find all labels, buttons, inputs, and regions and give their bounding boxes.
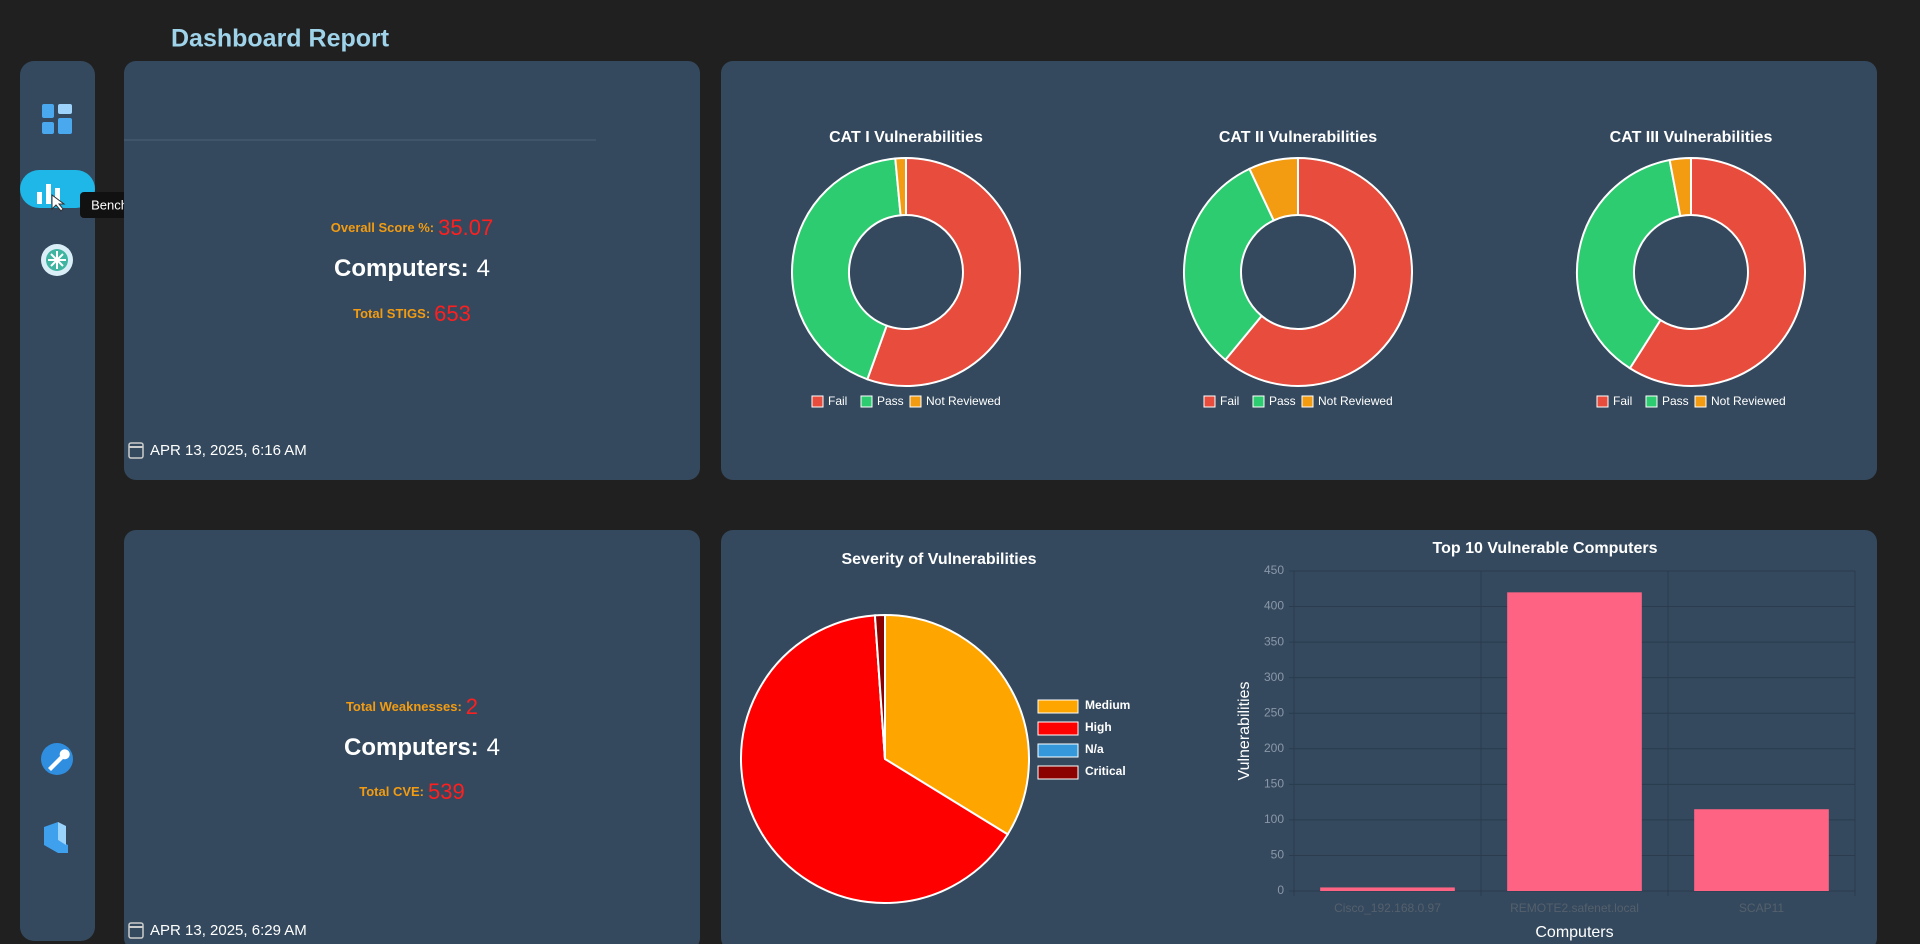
nav-dashboard[interactable] (42, 104, 72, 134)
wedge (740, 614, 1010, 904)
legend-label: Not Reviewed (1711, 394, 1786, 408)
cve-label: Total CVE: (359, 784, 424, 799)
computers-line: Computers: 4 (334, 255, 490, 282)
legend-swatch (1037, 699, 1079, 714)
legend-swatch (1037, 765, 1079, 780)
y-tick-label: 350 (1264, 634, 1284, 648)
computers: 4 (477, 255, 490, 282)
chart-title: Severity of Vulnerabilities (841, 551, 1036, 568)
y-tick-label: 300 (1264, 670, 1284, 684)
wedge (894, 156, 907, 217)
chart-title: CAT III Vulnerabilities (1610, 129, 1773, 146)
y-tick-label: 450 (1264, 563, 1284, 577)
legend-swatch (1694, 395, 1707, 408)
wedge (866, 156, 1021, 387)
nav-settings[interactable] (41, 743, 73, 775)
wedge (873, 613, 886, 760)
computers-line: Computers: 4 (344, 734, 500, 761)
bar (1320, 887, 1455, 891)
nav-cve[interactable] (41, 244, 73, 276)
cve-total: 539 (428, 779, 465, 804)
legend-swatch (1037, 743, 1079, 758)
legend-label: Fail (1613, 394, 1632, 408)
nav-benchmark[interactable] (20, 170, 95, 212)
computers-label: Computers: (344, 734, 479, 761)
date: APR 13, 2025, 6:16 AM (150, 442, 307, 459)
wedge (1628, 156, 1806, 387)
legend-label: Not Reviewed (1318, 394, 1393, 408)
chart-title: CAT I Vulnerabilities (829, 129, 983, 146)
legend-label: Not Reviewed (926, 394, 1001, 408)
y-tick-label: 50 (1271, 848, 1285, 862)
legend-label: Medium (1085, 698, 1130, 712)
y-tick-label: 100 (1264, 812, 1284, 826)
wedge (884, 613, 1030, 836)
chart-title: CAT II Vulnerabilities (1219, 129, 1377, 146)
wedge (1183, 167, 1276, 362)
legend-swatch (1252, 395, 1265, 408)
total-label: Total STIGS: (353, 306, 430, 321)
computers: 4 (487, 734, 500, 761)
weakness: 2 (466, 694, 478, 719)
legend-label: Pass (877, 394, 904, 408)
x-tick-label: REMOTE2.safenet.local (1510, 901, 1639, 915)
cve-line: Total CVE: 539 (359, 779, 464, 804)
wedge (1223, 156, 1413, 387)
weakness-line: Total Weaknesses: 2 (346, 694, 478, 719)
legend-label: Fail (828, 394, 847, 408)
page-title: Dashboard Report (171, 25, 390, 53)
legend-swatch (1037, 721, 1079, 736)
legend-label: Pass (1662, 394, 1689, 408)
legend-swatch (909, 395, 922, 408)
y-tick-label: 400 (1264, 599, 1284, 613)
legend-swatch (811, 395, 824, 408)
computers-label: Computers: (334, 255, 469, 282)
calendar-icon (128, 442, 144, 459)
wedge (1248, 156, 1299, 222)
total: 653 (434, 301, 471, 326)
score-line: Overall Score %: 35.07 (331, 215, 493, 240)
legend-swatch (1203, 395, 1216, 408)
calendar-icon (128, 922, 144, 939)
nav-tools[interactable] (44, 822, 68, 853)
cat-card (721, 61, 1877, 480)
legend-label: High (1085, 720, 1112, 734)
bar (1507, 592, 1642, 891)
score: 35.07 (438, 215, 493, 240)
date: APR 13, 2025, 6:29 AM (150, 922, 307, 939)
wedge (791, 157, 902, 381)
wedge (1668, 156, 1692, 218)
stig-card (124, 61, 700, 480)
y-tick-label: 150 (1264, 777, 1284, 791)
score-label: Overall Score %: (331, 220, 434, 235)
legend-swatch (1301, 395, 1314, 408)
x-tick-label: SCAP11 (1739, 901, 1784, 915)
legend-label: Fail (1220, 394, 1239, 408)
y-tick-label: 200 (1264, 741, 1284, 755)
x-tick-label: Cisco_192.168.0.97 (1334, 901, 1441, 915)
wedge (1576, 158, 1682, 370)
chart-title: Top 10 Vulnerable Computers (1433, 540, 1658, 557)
legend-swatch (1645, 395, 1658, 408)
cve-card (124, 530, 700, 944)
sidebar (20, 61, 95, 941)
legend-label: Pass (1269, 394, 1296, 408)
y-tick-label: 250 (1264, 705, 1284, 719)
legend-label: N/a (1085, 742, 1104, 756)
y-axis-label: Vulnerabilities (1236, 681, 1253, 780)
total-line: Total STIGS: 653 (353, 301, 471, 326)
bar (1694, 809, 1829, 891)
weakness-label: Total Weaknesses: (346, 699, 462, 714)
y-tick-label: 0 (1277, 883, 1284, 897)
legend-swatch (1596, 395, 1609, 408)
x-axis-label: Computers (1535, 924, 1613, 941)
legend-swatch (860, 395, 873, 408)
legend-label: Critical (1085, 764, 1126, 778)
